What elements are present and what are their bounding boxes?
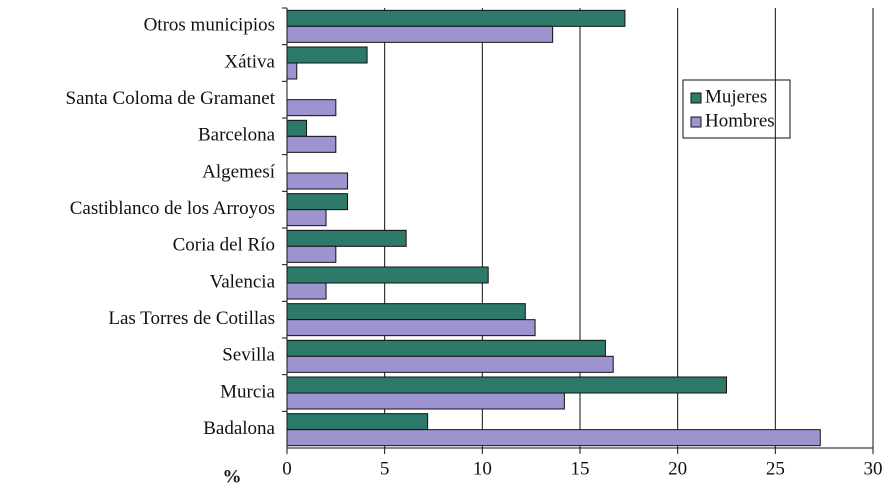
y-tick-label: Barcelona [198,125,276,146]
y-tick-label: Sevilla [222,345,275,366]
x-tick-label: 0 [282,458,292,479]
bar [286,429,821,447]
legend-label: Mujeres [705,86,767,107]
y-tick-label: Castiblanco de los Arroyos [70,198,275,219]
bar [286,229,407,247]
y-tick-label: Otros municipios [144,15,275,36]
y-tick-label: Algemesí [202,161,276,182]
y-tick-label: Badalona [203,418,275,439]
bar [286,99,337,117]
bar [286,46,368,64]
bar [286,355,614,373]
bar [286,339,606,357]
bar [286,119,308,137]
y-tick-label: Coria del Río [173,235,275,256]
bar [286,392,565,410]
x-tick-label: 25 [766,458,785,479]
bar [286,9,626,27]
bar [286,376,727,394]
bar [286,282,327,300]
bar [286,266,489,284]
y-tick-label: Valencia [210,271,276,292]
x-tick-label: 30 [864,458,883,479]
y-tick-label: Xátiva [224,51,275,72]
y-tick-label: Las Torres de Cotillas [108,308,275,329]
bar [286,245,337,263]
x-tick-label: 5 [380,458,390,479]
x-tick-label: 15 [571,458,590,479]
legend-swatch [690,92,702,104]
bar [286,172,349,190]
bar [286,62,298,80]
bar [286,413,429,431]
bar [286,209,327,227]
legend-label: Hombres [705,110,775,131]
x-tick-label: 20 [668,458,687,479]
y-tick-label: Santa Coloma de Gramanet [66,88,276,109]
bar [286,135,337,153]
bar [286,303,526,321]
legend-box [682,79,791,139]
bar [286,319,536,337]
bar [286,25,554,43]
y-tick-label: Murcia [220,381,275,402]
legend-swatch [690,116,702,128]
x-axis-label: % [223,466,242,487]
bar [286,193,349,211]
x-tick-label: 10 [473,458,492,479]
